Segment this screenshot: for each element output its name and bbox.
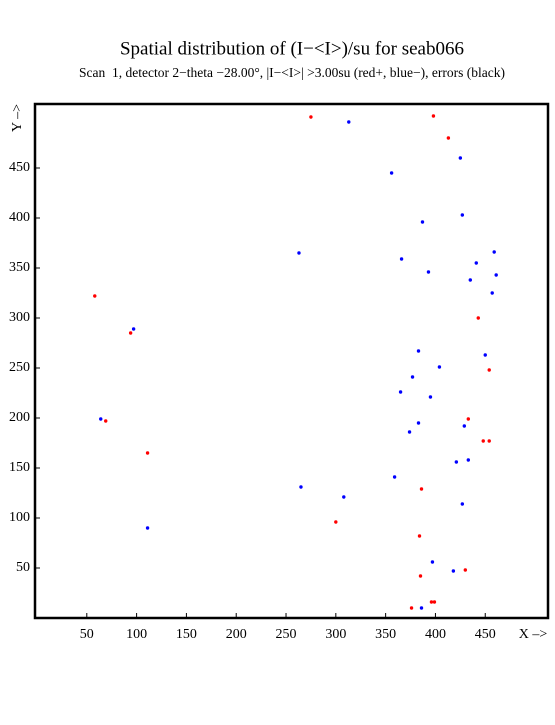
y-tick-label: 200 — [9, 410, 30, 425]
point — [460, 502, 465, 506]
point — [451, 569, 456, 573]
point — [418, 574, 423, 578]
point — [417, 534, 422, 538]
point — [437, 365, 442, 369]
point — [299, 485, 303, 489]
x-tick-label: 50 — [80, 627, 94, 642]
point — [476, 316, 480, 320]
point — [398, 390, 403, 394]
point — [419, 487, 424, 491]
x-tick-label: 400 — [425, 627, 446, 642]
point — [430, 560, 435, 564]
point — [492, 250, 496, 254]
point — [428, 395, 433, 399]
point — [468, 278, 473, 282]
y-tick-label: 400 — [9, 210, 30, 225]
point — [416, 421, 421, 425]
x-tick-label: 250 — [276, 627, 297, 642]
point — [487, 368, 491, 372]
point — [389, 171, 394, 175]
point — [407, 430, 412, 434]
point — [309, 115, 313, 119]
point — [131, 327, 136, 331]
point — [93, 294, 97, 298]
point — [462, 424, 467, 428]
point — [297, 251, 301, 255]
chart-subtitle: Scan 1, detector 2−theta −28.00°, |I−<I>… — [79, 65, 505, 80]
x-tick-label: 100 — [126, 627, 147, 642]
plot-frame — [33, 102, 550, 620]
point — [145, 451, 150, 455]
x-axis-label: X –> — [519, 627, 548, 642]
x-tick-label: 350 — [375, 627, 396, 642]
point — [481, 439, 485, 443]
point — [99, 417, 103, 421]
point — [342, 495, 346, 499]
point — [483, 353, 487, 357]
point — [460, 213, 465, 217]
point — [409, 606, 414, 610]
point — [426, 270, 431, 274]
point — [432, 600, 437, 604]
point — [429, 600, 434, 604]
y-tick-label: 300 — [9, 310, 30, 325]
y-tick-label: 100 — [9, 510, 30, 525]
y-tick-label: 450 — [9, 160, 30, 175]
point — [431, 114, 436, 118]
point — [128, 331, 133, 335]
x-tick-label: 300 — [325, 627, 346, 642]
y-tick-label: 250 — [9, 360, 30, 375]
point — [104, 419, 108, 423]
y-tick-label: 350 — [9, 260, 30, 275]
point — [494, 273, 498, 277]
point — [399, 257, 404, 261]
point — [454, 460, 459, 464]
y-tick-label: 50 — [16, 560, 30, 575]
point — [334, 520, 338, 524]
point — [347, 120, 351, 124]
point — [466, 417, 471, 421]
point — [474, 261, 478, 265]
point — [446, 136, 451, 140]
point — [392, 475, 397, 479]
x-tick-label: 200 — [226, 627, 247, 642]
point — [463, 568, 468, 572]
point — [466, 458, 471, 462]
x-tick-label: 150 — [176, 627, 197, 642]
point — [410, 375, 415, 379]
x-tick-label: 450 — [475, 627, 496, 642]
point — [487, 439, 491, 443]
point — [458, 156, 463, 160]
point — [145, 526, 150, 530]
point — [490, 291, 494, 295]
y-tick-label: 150 — [9, 460, 30, 475]
point — [416, 349, 421, 353]
point — [419, 606, 424, 610]
point — [420, 220, 425, 224]
chart-title: Spatial distribution of (I−<I>)/su for s… — [120, 38, 464, 59]
y-axis-label: Y –> — [10, 104, 25, 132]
